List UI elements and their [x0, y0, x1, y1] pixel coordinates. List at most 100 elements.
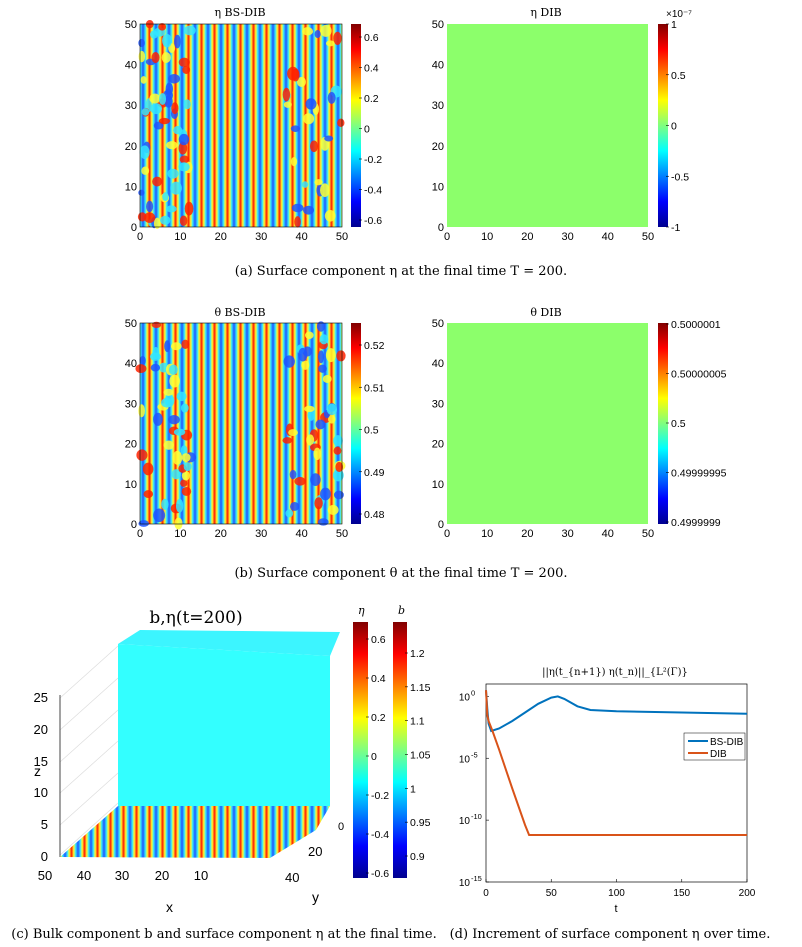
eta-colorbar-label: η [358, 604, 365, 617]
x-tick-label: 200 [739, 888, 756, 899]
y-tick-label: 10 [125, 181, 137, 193]
heatmap-spot [165, 205, 177, 213]
x-tick-label: 20 [215, 231, 227, 243]
colorbar-tick-label: -0.6 [364, 215, 382, 227]
heatmap-spot [164, 394, 175, 407]
y-tick-label: 10 [125, 479, 137, 491]
colorbar-tick-label: 0.49 [364, 467, 385, 479]
x-tick-label: 20 [521, 528, 533, 540]
heatmap-spot [153, 412, 163, 426]
colorbar-tick-label: 0.2 [364, 93, 379, 105]
heatmap-spot [142, 462, 154, 476]
heatmap-spot [294, 476, 306, 486]
colorbar-tick-label: -0.2 [364, 154, 382, 166]
colorbar-tick-label: 0.51 [364, 382, 385, 394]
x-tick-0: 0 [338, 821, 344, 833]
panel-c-caption: (c) Bulk component b and surface compone… [11, 927, 436, 942]
heatmap-spot [160, 215, 171, 225]
x-tick-label: 50 [38, 868, 52, 883]
eta-colorbar-3d-ticks: 0.6 0.4 0.2 0 -0.2 -0.4 -0.6 [366, 634, 389, 880]
heatmap-spot [287, 66, 299, 81]
heatmap-spot [176, 391, 187, 402]
heatmap-spot [165, 82, 174, 96]
y-tick-label: 20 [125, 439, 137, 451]
x-tick-label: 10 [174, 231, 186, 243]
z-tick-label: 10 [34, 785, 48, 800]
heatmap-spot [152, 346, 160, 360]
y-tick-exponent: 0 [471, 688, 475, 697]
b-colorbar-label: b [398, 604, 405, 617]
heatmap-spot [282, 87, 291, 102]
x-tick-label: 150 [673, 888, 690, 899]
heatmap-spot [325, 40, 335, 47]
eta-dib-colorbar-ticks: 1 0.5 0 -0.5 -1 [666, 19, 689, 234]
heatmap-spot [336, 350, 346, 362]
y-tick-label: 40 [285, 870, 299, 885]
heatmap-spots [135, 321, 346, 530]
x-tick-label: 100 [608, 888, 625, 899]
eta-bsdib-colorbar-ticks: 0.6 0.4 0.2 0 -0.2 -0.4 -0.6 [359, 32, 382, 227]
heatmap-spot [178, 133, 190, 146]
heatmap-spot [183, 25, 196, 36]
heatmap-spot [153, 508, 166, 523]
heatmap-spot [143, 212, 156, 223]
x-axis-label: x [166, 899, 173, 915]
y-tick-exponent: -5 [471, 750, 478, 759]
colorbar-tick-label: -0.2 [371, 790, 389, 802]
heatmap-spot [179, 155, 190, 164]
heatmap-spot [313, 447, 321, 461]
eta-bsdib-colorbar [351, 24, 361, 227]
x-tick-label: 20 [155, 868, 169, 883]
y-tick-label: 20 [432, 439, 444, 451]
panel-d-caption: (d) Increment of surface component η ove… [450, 927, 771, 942]
heatmap-spot [163, 440, 174, 450]
y-tick-label: 20 [125, 141, 137, 153]
heatmap-spot [161, 52, 171, 64]
theta-dib-colorbar-ticks: 0.5000001 0.50000005 0.5 0.49999995 0.499999… [666, 319, 727, 529]
heatmap-spot [138, 404, 145, 418]
x-tick-label: 40 [295, 231, 307, 243]
colorbar-tick-label: 0.48 [364, 509, 385, 521]
x-tick-label: 50 [546, 888, 558, 899]
heatmap-spot [294, 216, 301, 228]
heatmap-spot [296, 76, 307, 88]
y-tick-label: 40 [125, 358, 137, 370]
legend: BS-DIB DIB [683, 732, 746, 761]
x-tick-label: 40 [602, 231, 614, 243]
heatmap-spot [180, 403, 189, 413]
heatmap-spot [169, 374, 180, 388]
x-axis-label: t [614, 903, 617, 915]
heatmap-spot [305, 98, 317, 110]
y-tick-label: 10 [432, 479, 444, 491]
y-tick-label: 10 [459, 816, 471, 827]
heatmap-spot [307, 409, 315, 421]
heatmap-spot [180, 479, 188, 487]
panel-a-right-axes: 0 10 20 30 40 50 0 10 20 30 40 50 [432, 19, 654, 243]
x-tick-label: 10 [481, 231, 493, 243]
y-tick-label: 50 [125, 318, 137, 330]
heatmap-spot [181, 339, 190, 350]
heatmap-spot [173, 125, 183, 135]
x-tick-label: 50 [642, 528, 654, 540]
plot-series [485, 690, 748, 836]
colorbar-tick-label: 1.05 [410, 750, 431, 762]
y-tick-label: 20 [308, 844, 322, 859]
legend-box [683, 732, 746, 761]
heatmap-spot [138, 38, 145, 48]
heatmap-spot [327, 504, 339, 516]
y-tick-label: 50 [432, 19, 444, 31]
panel-c-title: b,η(t=200) [149, 608, 242, 628]
heatmap-spot [164, 95, 173, 108]
x-tick-label: 40 [77, 868, 91, 883]
heatmap-spot [319, 334, 329, 345]
colorbar-tick-label: 1.15 [410, 682, 431, 694]
y-axis-label: y [312, 889, 319, 905]
heatmap-spot [166, 141, 178, 150]
heatmap-spot [158, 23, 167, 31]
colorbar-tick-label: 0.4 [364, 63, 379, 75]
y-tick-label: 30 [432, 100, 444, 112]
heatmap-spot [181, 453, 191, 462]
heatmap-spot [151, 51, 160, 64]
